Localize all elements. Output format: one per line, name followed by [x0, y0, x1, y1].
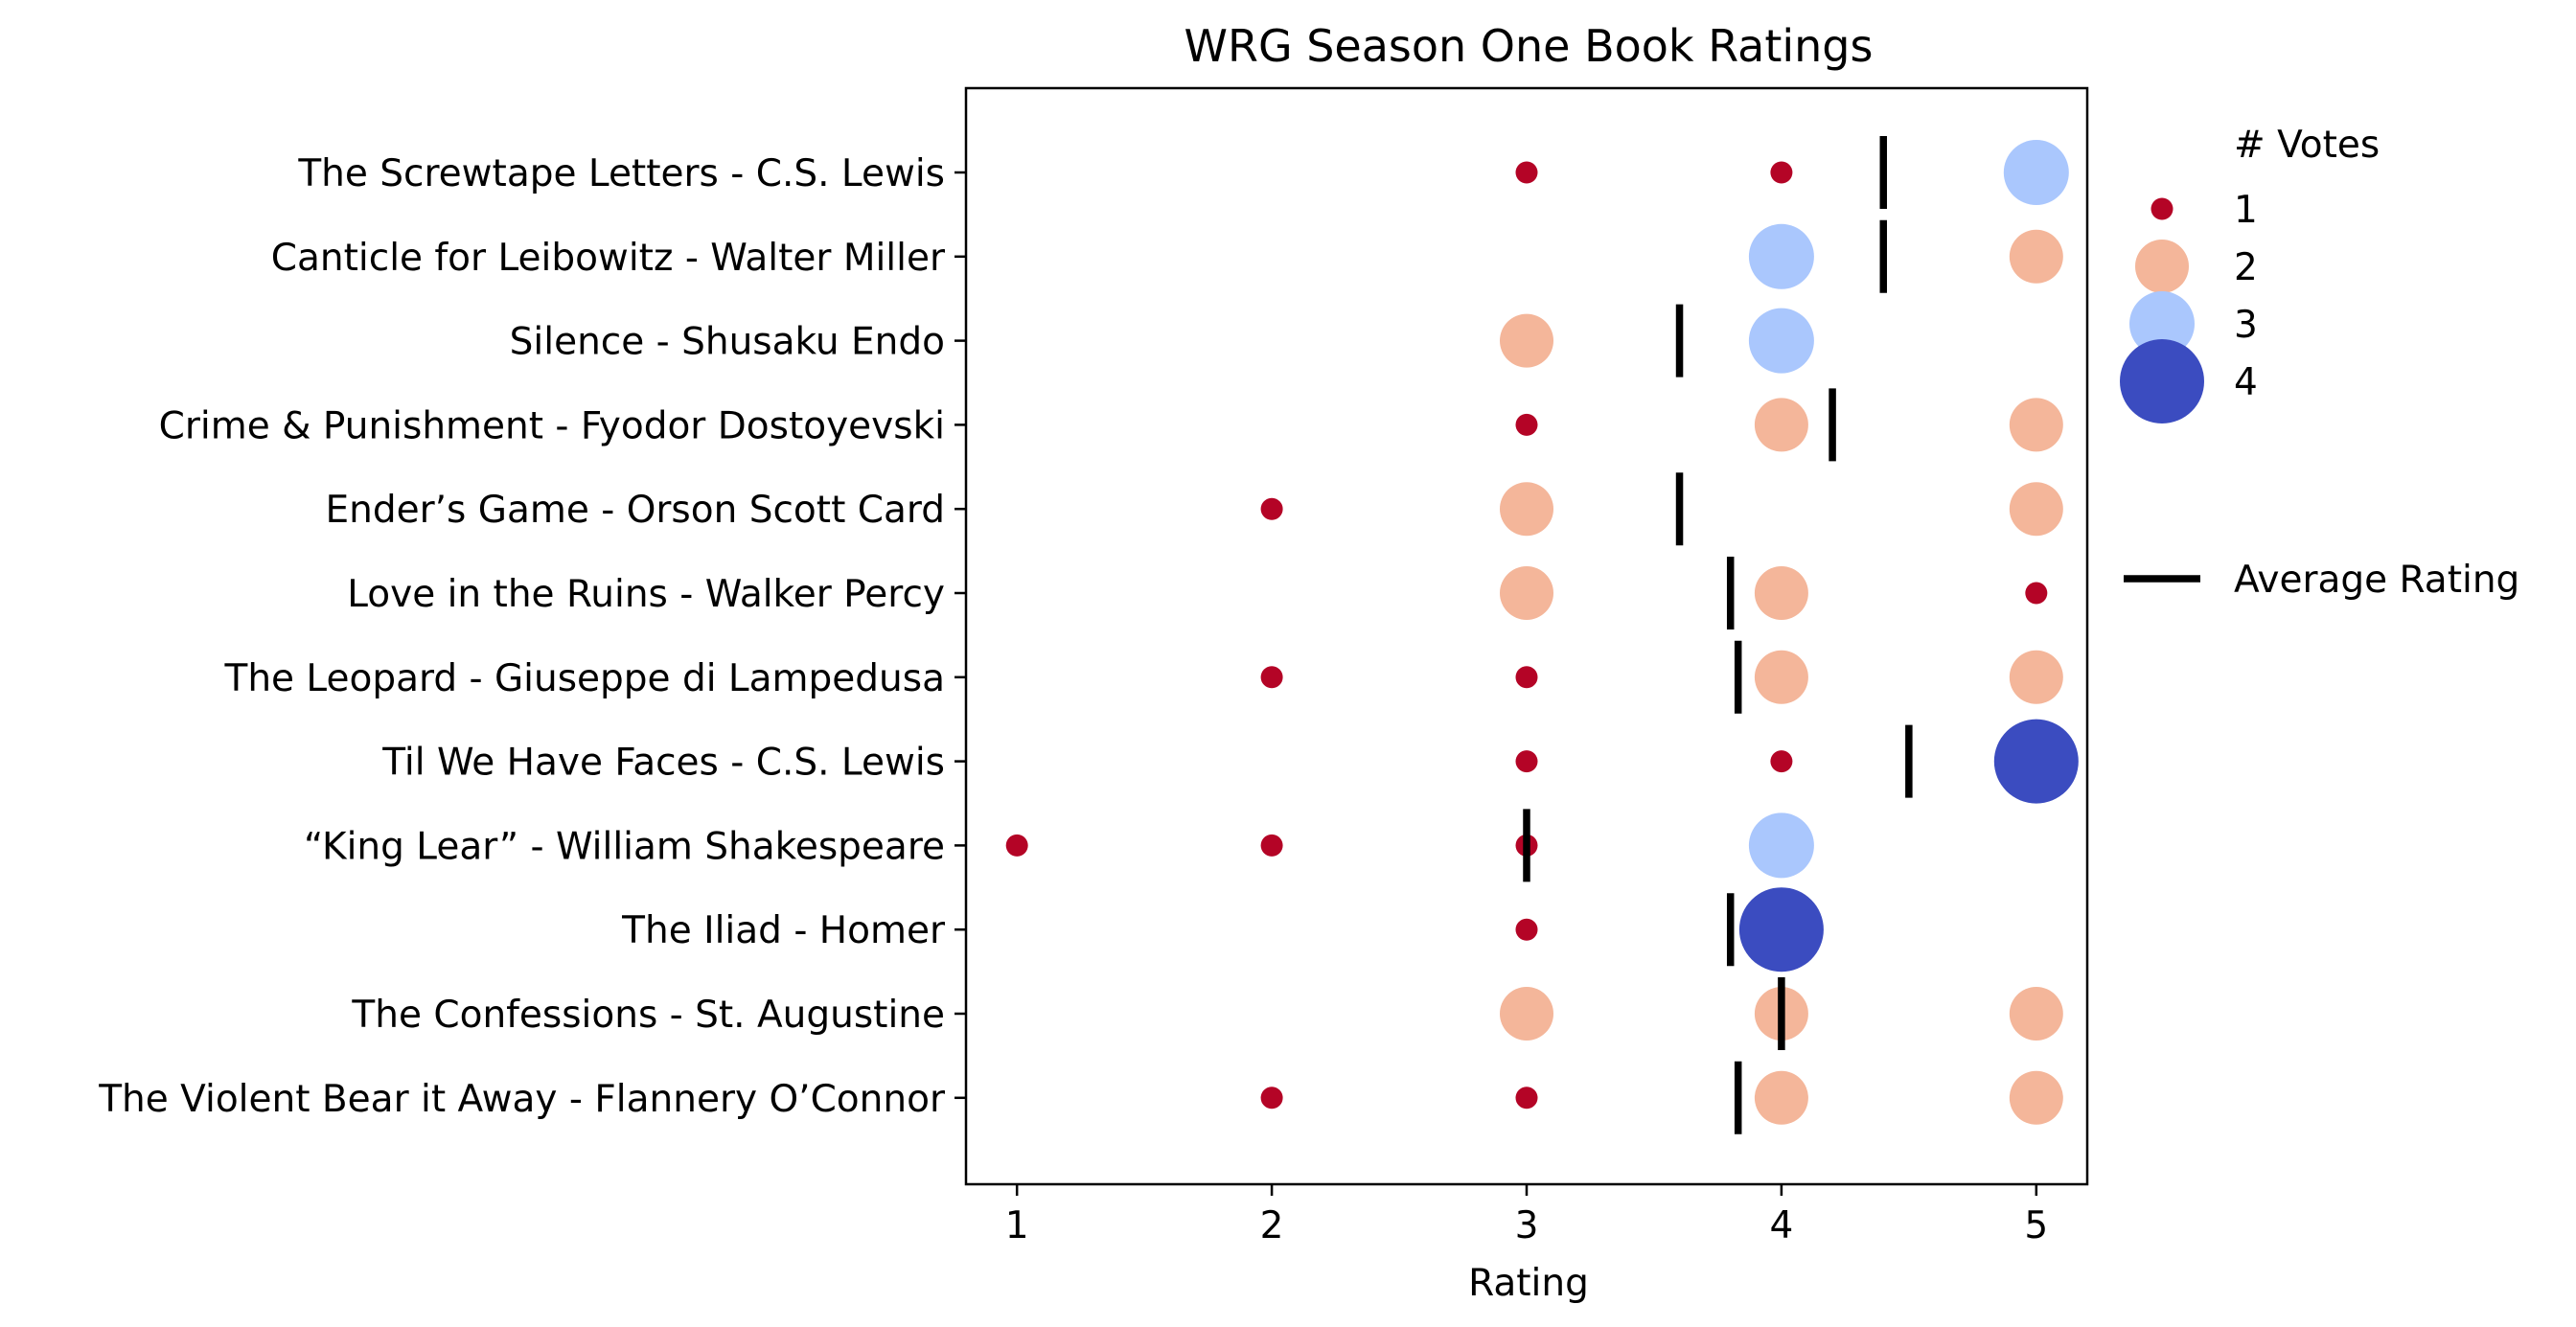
vote-point [1260, 834, 1283, 857]
legend-size-label: 4 [2234, 361, 2258, 404]
vote-point [2009, 482, 2063, 537]
vote-point [1500, 566, 1553, 620]
vote-point [1260, 1087, 1283, 1110]
vote-point [1500, 987, 1553, 1041]
vote-point [2009, 1070, 2063, 1125]
vote-point [1515, 918, 1538, 941]
y-tick-label: Crime & Punishment - Fyodor Dostoyevski [159, 404, 945, 447]
chart-title: WRG Season One Book Ratings [1184, 20, 1874, 72]
legend-size-entries: 1 2 3 4 [2120, 189, 2258, 423]
y-tick-label: Til We Have Faces - C.S. Lewis [381, 742, 945, 785]
vote-point [1770, 161, 1793, 184]
vote-point [2003, 140, 2069, 205]
y-tick-label: The Violent Bear it Away - Flannery O’Co… [98, 1078, 946, 1121]
y-axis-ticks: The Screwtape Letters - C.S. Lewis Cantic… [98, 152, 966, 1121]
vote-point [1754, 398, 1808, 452]
vote-point [1515, 750, 1538, 773]
x-tick-label: 2 [1260, 1204, 1284, 1247]
y-tick-label: “King Lear” - William Shakespeare [304, 825, 945, 868]
legend-size-marker [2120, 339, 2204, 423]
plot-marks [1005, 136, 2079, 1134]
legend-size-marker [2135, 240, 2189, 293]
vote-point [2009, 398, 2063, 452]
vote-point [1770, 750, 1793, 773]
legend-size-label: 2 [2234, 246, 2258, 289]
vote-point [2025, 582, 2048, 605]
vote-point [2009, 987, 2063, 1041]
vote-point [1748, 223, 1814, 289]
vote-point [1260, 497, 1283, 520]
vote-point [2009, 650, 2063, 704]
legend-size-label: 3 [2234, 304, 2258, 347]
legend: # Votes 1 2 3 4 Average Rating [2120, 124, 2519, 602]
vote-point [1515, 413, 1538, 436]
legend-size-label: 1 [2234, 189, 2258, 232]
x-tick-label: 3 [1515, 1204, 1539, 1247]
vote-point [1515, 666, 1538, 689]
x-tick-label: 5 [2024, 1204, 2048, 1247]
legend-size-marker [2129, 291, 2195, 356]
vote-point [1993, 719, 2079, 804]
y-tick-label: Love in the Ruins - Walker Percy [347, 573, 945, 616]
vote-point [1500, 482, 1553, 537]
vote-point [1748, 308, 1814, 374]
y-tick-label: Silence - Shusaku Endo [510, 321, 945, 364]
vote-point [1754, 650, 1808, 704]
x-tick-label: 1 [1005, 1204, 1029, 1247]
y-tick-label: The Confessions - St. Augustine [351, 994, 945, 1037]
y-tick-label: The Iliad - Homer [621, 909, 946, 952]
vote-point [1515, 161, 1538, 184]
y-tick-label: Ender’s Game - Orson Scott Card [325, 489, 945, 532]
y-tick-label: The Screwtape Letters - C.S. Lewis [297, 152, 945, 195]
y-tick-label: The Leopard - Giuseppe di Lampedusa [224, 657, 946, 700]
vote-point [1754, 1070, 1808, 1125]
vote-point [1260, 666, 1283, 689]
vote-point [1754, 566, 1808, 620]
vote-point [1738, 887, 1824, 972]
vote-point [1748, 812, 1814, 879]
legend-average-label: Average Rating [2234, 559, 2519, 602]
y-tick-label: Canticle for Leibowitz - Walter Miller [271, 237, 946, 280]
vote-point [1500, 313, 1553, 368]
vote-point [2009, 229, 2063, 284]
x-tick-label: 4 [1769, 1204, 1793, 1247]
vote-point [1005, 834, 1028, 857]
legend-size-marker [2150, 197, 2174, 220]
x-axis-label: Rating [1468, 1262, 1589, 1305]
vote-point [1515, 1087, 1538, 1110]
x-axis-ticks: 1 2 3 4 5 [1005, 1184, 2048, 1247]
legend-title: # Votes [2234, 124, 2380, 167]
